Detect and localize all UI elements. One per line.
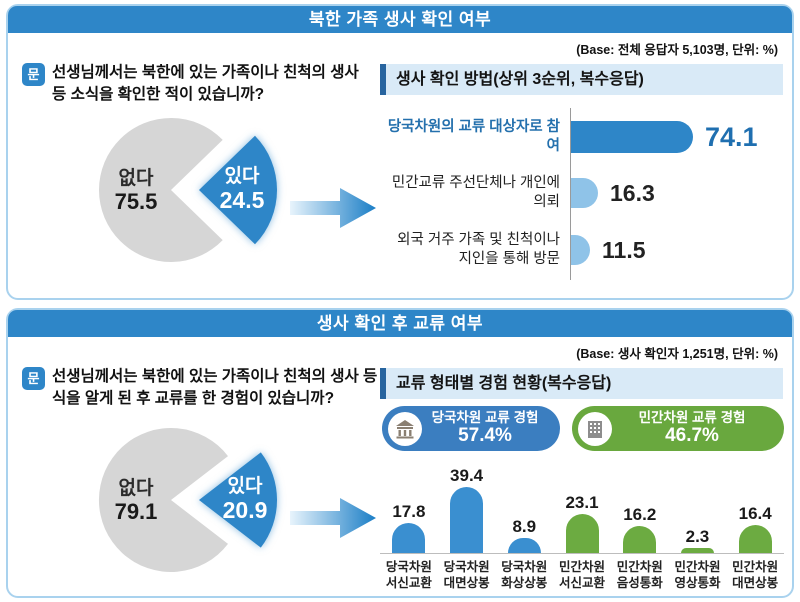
vbar-column: 17.8 bbox=[380, 502, 438, 553]
pie-slice-no bbox=[98, 428, 228, 572]
pie-yes-value: 20.9 bbox=[223, 497, 268, 523]
hbar-bar bbox=[571, 178, 598, 208]
base-note: (Base: 전체 응답자 5,103명, 단위: %) bbox=[576, 43, 778, 57]
vbar-column: 16.2 bbox=[611, 505, 669, 553]
badge-value: 46.7% bbox=[665, 425, 719, 447]
vbar-category: 민간차원 음성통화 bbox=[616, 560, 663, 591]
vbar-value: 39.4 bbox=[450, 466, 484, 485]
question-block: 문 선생님께서는 북한에 있는 가족이나 친척의 생사 등 소식을 확인한 적이… bbox=[22, 62, 362, 107]
vbar-category: 민간차원 서신교환 bbox=[559, 560, 606, 591]
badge-text: 민간차원 교류 경험 46.7% bbox=[612, 410, 772, 447]
pie-no-value: 75.5 bbox=[115, 189, 158, 214]
pie-no-label: 없다 bbox=[119, 477, 154, 499]
hbar-axis: 74.1 bbox=[570, 108, 784, 166]
arrow-icon bbox=[290, 188, 376, 228]
vbar-bar bbox=[680, 548, 714, 553]
question-icon: 문 bbox=[22, 367, 45, 390]
vbar-value: 23.1 bbox=[565, 493, 599, 512]
hbar-row: 외국 거주 가족 및 친척이나 지인을 통해 방문 11.5 bbox=[380, 220, 784, 280]
summary-badges: 당국차원 교류 경험 57.4% 민간차원 교류 경험 46.7% bbox=[382, 406, 784, 451]
hbar-axis: 11.5 bbox=[570, 220, 784, 280]
hbar-row: 당국차원의 교류 대상자로 참여 74.1 bbox=[380, 108, 784, 166]
badge-private-exchange: 민간차원 교류 경험 46.7% bbox=[572, 406, 784, 451]
panel-title: 북한 가족 생사 확인 여부 bbox=[8, 6, 792, 33]
badge-government-exchange: 당국차원 교류 경험 57.4% bbox=[382, 406, 560, 451]
vbar-bar bbox=[623, 526, 657, 553]
government-building-icon bbox=[388, 411, 422, 446]
vbar-bar bbox=[507, 538, 541, 553]
question-block: 문 선생님께서는 북한에 있는 가족이나 친척의 생사 등 소식을 알게 된 후… bbox=[22, 366, 397, 411]
question-text: 선생님께서는 북한에 있는 가족이나 친척의 생사 등 소식을 확인한 적이 있… bbox=[52, 64, 359, 104]
private-building-icon bbox=[578, 411, 612, 446]
hbar-value: 16.3 bbox=[610, 179, 655, 206]
vbar-column: 23.1 bbox=[553, 493, 611, 553]
vbar-value: 16.2 bbox=[623, 505, 657, 524]
pie-yes-label: 있다 bbox=[225, 165, 260, 187]
vbar-value: 16.4 bbox=[738, 504, 772, 523]
badge-label: 당국차원 교류 경험 bbox=[431, 409, 539, 425]
vbar-category: 당국차원 서신교환 bbox=[385, 560, 432, 591]
base-note: (Base: 생사 확인자 1,251명, 단위: %) bbox=[576, 347, 778, 361]
vbar-bar bbox=[738, 525, 772, 553]
hbar-label: 외국 거주 가족 및 친척이나 지인을 통해 방문 bbox=[397, 232, 560, 267]
pie-no-label: 없다 bbox=[119, 167, 154, 189]
vbar-column: 2.3 bbox=[669, 527, 727, 553]
vbar-bar bbox=[450, 487, 484, 553]
badge-text: 당국차원 교류 경험 57.4% bbox=[422, 410, 548, 447]
vbar-value: 2.3 bbox=[685, 527, 710, 546]
pie-chart-survival-check: 없다 75.5 있다 24.5 bbox=[98, 118, 278, 262]
vbar-chart-exchange-types: 17.8 39.4 8.9 23.1 16.2 2.3 bbox=[380, 456, 784, 592]
vbar-value: 17.8 bbox=[392, 502, 426, 521]
badge-label: 민간차원 교류 경험 bbox=[638, 409, 746, 425]
hbar-chart-methods: 당국차원의 교류 대상자로 참여 74.1 민간교류 주선단체나 개인에 의뢰 … bbox=[380, 108, 784, 280]
panel-exchange-after-check: 생사 확인 후 교류 여부 (Base: 생사 확인자 1,251명, 단위: … bbox=[6, 308, 794, 598]
section-title-methods: 생사 확인 방법(상위 3순위, 복수응답) bbox=[380, 64, 783, 95]
pie-chart-exchange: 없다 79.1 있다 20.9 bbox=[98, 428, 278, 572]
hbar-label: 민간교류 주선단체나 개인에 의뢰 bbox=[391, 175, 560, 210]
vbar-column: 39.4 bbox=[438, 466, 496, 553]
question-text: 선생님께서는 북한에 있는 가족이나 친척의 생사 등 소식을 알게 된 후 교… bbox=[52, 368, 396, 408]
pie-no-value: 79.1 bbox=[115, 499, 158, 524]
vbar-category: 민간차원 대면상봉 bbox=[732, 560, 779, 591]
vbar-plot-area: 17.8 39.4 8.9 23.1 16.2 2.3 bbox=[380, 456, 784, 554]
arrow-icon bbox=[290, 498, 376, 538]
panel-title: 생사 확인 후 교류 여부 bbox=[8, 310, 792, 337]
pie-yes-label: 있다 bbox=[228, 475, 263, 497]
hbar-axis: 16.3 bbox=[570, 166, 784, 220]
vbar-bar bbox=[392, 523, 426, 553]
panel-survival-check: 북한 가족 생사 확인 여부 (Base: 전체 응답자 5,103명, 단위:… bbox=[6, 4, 794, 300]
pie-yes-value: 24.5 bbox=[220, 187, 265, 213]
vbar-bar bbox=[565, 514, 599, 553]
hbar-label: 당국차원의 교류 대상자로 참여 bbox=[387, 119, 560, 154]
hbar-bar bbox=[571, 235, 590, 265]
vbar-value: 8.9 bbox=[512, 517, 537, 536]
hbar-bar bbox=[571, 121, 693, 153]
vbar-column: 16.4 bbox=[726, 504, 784, 553]
pie-slice-yes bbox=[199, 135, 278, 245]
badge-value: 57.4% bbox=[458, 425, 512, 447]
vbar-category: 당국차원 대면상봉 bbox=[443, 560, 490, 591]
hbar-row: 민간교류 주선단체나 개인에 의뢰 16.3 bbox=[380, 166, 784, 220]
vbar-category: 당국차원 화상상봉 bbox=[501, 560, 548, 591]
pie-slice-no bbox=[98, 118, 223, 262]
vbar-category: 민간차원 영상통화 bbox=[674, 560, 721, 591]
pie-slice-yes bbox=[199, 452, 278, 548]
vbar-category-labels: 당국차원 서신교환 당국차원 대면상봉 당국차원 화상상봉 민간차원 서신교환 … bbox=[380, 559, 784, 592]
vbar-column: 8.9 bbox=[495, 517, 553, 553]
hbar-value: 11.5 bbox=[602, 236, 646, 263]
hbar-value: 74.1 bbox=[705, 121, 758, 152]
question-icon: 문 bbox=[22, 63, 45, 86]
section-title-exchange-types: 교류 형태별 경험 현황(복수응답) bbox=[380, 368, 783, 399]
